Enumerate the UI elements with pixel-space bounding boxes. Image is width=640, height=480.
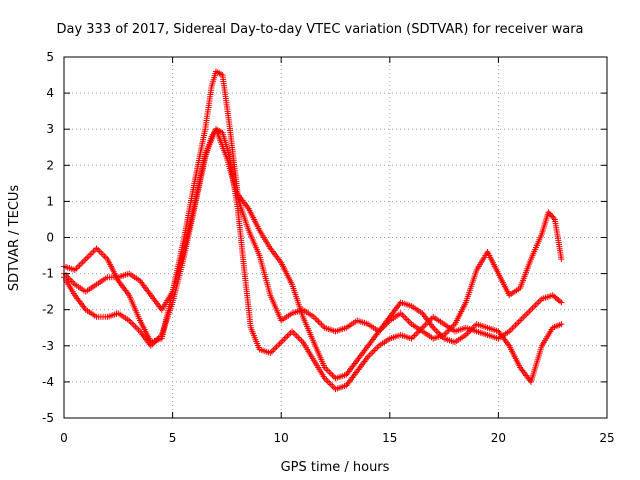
data-point (558, 256, 565, 263)
y-tick-label: 2 (46, 158, 54, 172)
y-tick-label: -3 (42, 339, 54, 353)
data-point (558, 321, 565, 328)
axis-ticks: 0 5 10 15 20 25 -5 -4 -3 -2 -1 0 1 2 3 4 5 (42, 50, 615, 445)
y-tick-label: 3 (46, 122, 54, 136)
x-tick-label: 5 (169, 431, 177, 445)
interpolated-point (549, 213, 556, 220)
x-tick-label: 0 (60, 431, 68, 445)
interpolated-point (547, 212, 554, 219)
y-tick-label: 1 (46, 194, 54, 208)
interpolated-point (550, 215, 557, 222)
x-tick-label: 25 (599, 431, 614, 445)
interpolated-point (546, 210, 553, 217)
grid-lines (64, 57, 607, 418)
y-tick-label: -5 (42, 411, 54, 425)
y-axis-label: SDTVAR / TECUs (7, 185, 22, 292)
y-tick-label: -1 (42, 267, 54, 281)
y-tick-label: -4 (42, 375, 54, 389)
series-track-c (61, 126, 565, 385)
y-tick-label: -2 (42, 303, 54, 317)
x-tick-label: 15 (382, 431, 397, 445)
y-tick-label: 0 (46, 231, 54, 245)
data-point (558, 299, 565, 306)
x-tick-label: 20 (491, 431, 506, 445)
data-point (545, 209, 552, 216)
data-points (61, 68, 565, 393)
x-axis-label: GPS time / hours (281, 460, 390, 475)
interpolated-point (556, 298, 563, 305)
y-tick-label: 5 (46, 50, 54, 64)
y-tick-label: 4 (46, 86, 54, 100)
x-tick-label: 10 (274, 431, 289, 445)
chart-title: Day 333 of 2017, Sidereal Day-to-day VTE… (56, 22, 583, 37)
